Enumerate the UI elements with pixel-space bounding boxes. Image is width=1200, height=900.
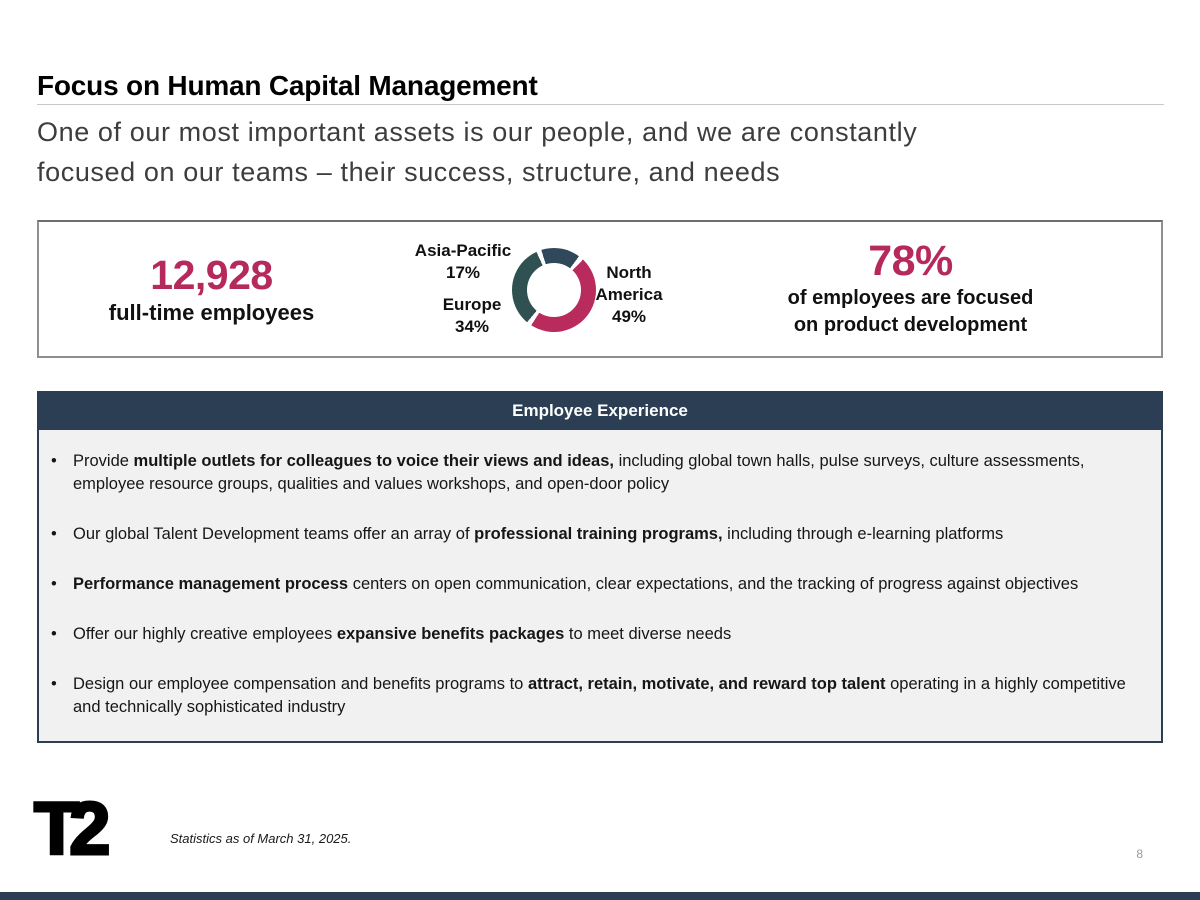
bullet-marker: • — [51, 575, 57, 593]
slide-subtitle: One of our most important assets is our … — [37, 112, 1137, 192]
bullet-marker: • — [51, 525, 57, 543]
subtitle-line-2: focused on our teams – their success, st… — [37, 157, 781, 187]
north-america-name-line2: America — [595, 285, 663, 304]
employee-count-label: full-time employees — [108, 299, 315, 325]
page-title: Focus on Human Capital Management — [37, 70, 538, 101]
product-dev-value: 78% — [868, 237, 953, 285]
bullet-marker: • — [51, 452, 57, 470]
key-stats-box: 12,928 full-time employees Asia-Pacific … — [37, 220, 1163, 358]
bullet-item: • Our global Talent Development teams off… — [39, 523, 1145, 546]
subtitle-line-1: One of our most important assets is our … — [37, 117, 918, 147]
donut-hole — [527, 263, 581, 317]
t2-logo: T2 — [32, 787, 111, 870]
bullet-marker: • — [51, 675, 57, 693]
employee-count-stat: 12,928 full-time employees — [39, 253, 384, 326]
donut-label-north-america: North America 49% — [574, 262, 684, 328]
europe-pct: 34% — [454, 317, 490, 336]
panel-header: Employee Experience — [39, 393, 1161, 430]
donut-chart — [512, 248, 596, 332]
product-dev-label-line1: of employees are focused — [787, 287, 1034, 309]
bullet-item: • Design our employee compensation and be… — [51, 675, 1126, 716]
title-divider — [37, 104, 1164, 105]
product-dev-label-line2: on product development — [793, 314, 1028, 336]
product-dev-label: of employees are focused on product deve… — [684, 285, 1137, 339]
bottom-accent-bar — [0, 892, 1200, 900]
europe-name: Europe — [442, 295, 502, 314]
donut-label-europe: Europe 34% — [420, 294, 524, 338]
bullet-item: • Offer our highly creative employees exp… — [39, 623, 1145, 646]
page-number: 8 — [1136, 847, 1143, 861]
product-dev-stat: 78% of employees are focused on product … — [684, 239, 1161, 339]
bullet-item: • Provide multiple outlets for colleagues… — [51, 452, 1085, 493]
statistics-footnote: Statistics as of March 31, 2025. — [170, 831, 352, 846]
asia-pacific-name: Asia-Pacific — [414, 241, 512, 260]
bullet-marker: • — [51, 625, 57, 643]
donut-label-asia-pacific: Asia-Pacific 17% — [398, 240, 528, 284]
bullet-item: • Performance management process centers … — [39, 573, 1145, 596]
panel-body: • Provide multiple outlets for colleagues… — [39, 430, 1161, 741]
region-donut-chart-area: Asia-Pacific 17% Europe 34% North Americ… — [384, 222, 684, 356]
north-america-name-line1: North — [606, 263, 652, 282]
asia-pacific-pct: 17% — [445, 263, 481, 282]
employee-count-value: 12,928 — [150, 251, 273, 298]
employee-experience-panel: Employee Experience • Provide multiple ou… — [37, 391, 1163, 743]
north-america-pct: 49% — [611, 307, 647, 326]
